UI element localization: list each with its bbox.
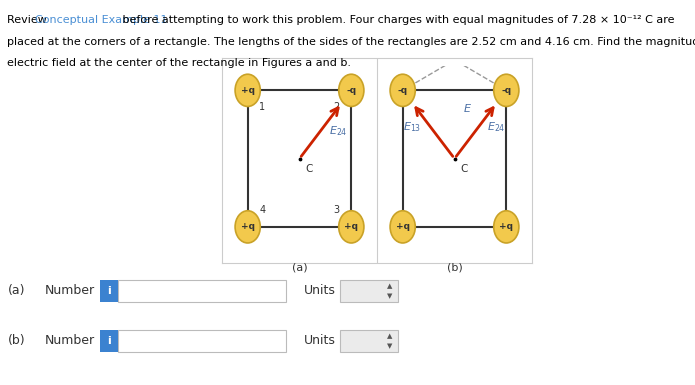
Text: placed at the corners of a rectangle. The lengths of the sides of the rectangles: placed at the corners of a rectangle. Th… <box>7 37 695 47</box>
Text: Review: Review <box>7 15 50 25</box>
FancyBboxPatch shape <box>100 280 118 302</box>
Circle shape <box>493 211 519 243</box>
Text: C: C <box>305 164 313 174</box>
Text: +q: +q <box>499 223 514 231</box>
FancyBboxPatch shape <box>340 280 398 302</box>
Text: (a): (a) <box>8 285 26 298</box>
Text: 3: 3 <box>334 205 340 215</box>
Text: Number: Number <box>45 335 95 348</box>
Text: 2: 2 <box>334 102 340 112</box>
Text: ▲: ▲ <box>387 283 393 289</box>
FancyBboxPatch shape <box>118 330 286 352</box>
Text: (b): (b) <box>447 263 462 273</box>
Text: Units: Units <box>304 285 336 298</box>
Text: E: E <box>464 104 471 114</box>
Circle shape <box>390 211 416 243</box>
Text: -q: -q <box>398 86 408 95</box>
Text: $E_{24}$: $E_{24}$ <box>487 120 506 134</box>
Text: electric field at the center of the rectangle in Figures a and b.: electric field at the center of the rect… <box>7 58 351 68</box>
Text: (a): (a) <box>292 263 307 273</box>
Text: +q: +q <box>395 223 409 231</box>
Text: Units: Units <box>304 335 336 348</box>
Text: ▼: ▼ <box>387 343 393 349</box>
FancyBboxPatch shape <box>340 330 398 352</box>
Text: +q: +q <box>240 223 254 231</box>
Text: -q: -q <box>501 86 512 95</box>
FancyBboxPatch shape <box>100 330 118 352</box>
Text: +q: +q <box>344 223 359 231</box>
Circle shape <box>235 74 260 107</box>
Text: -q: -q <box>346 86 357 95</box>
Circle shape <box>493 74 519 107</box>
Text: ▼: ▼ <box>387 293 393 299</box>
Text: i: i <box>107 286 111 296</box>
Text: 4: 4 <box>259 205 265 215</box>
Text: (b): (b) <box>8 335 26 348</box>
Circle shape <box>235 211 260 243</box>
Text: 1: 1 <box>259 102 265 112</box>
Text: C: C <box>460 164 468 174</box>
Text: ▲: ▲ <box>387 333 393 339</box>
Text: i: i <box>107 336 111 346</box>
Text: $E_{24}$: $E_{24}$ <box>329 124 348 138</box>
Text: Conceptual Example 11: Conceptual Example 11 <box>35 15 167 25</box>
Circle shape <box>338 211 364 243</box>
Text: +q: +q <box>240 86 254 95</box>
Circle shape <box>338 74 364 107</box>
FancyBboxPatch shape <box>118 280 286 302</box>
Circle shape <box>390 74 416 107</box>
Text: Number: Number <box>45 285 95 298</box>
Text: before attempting to work this problem. Four charges with equal magnitudes of 7.: before attempting to work this problem. … <box>119 15 674 25</box>
Text: $E_{13}$: $E_{13}$ <box>403 120 422 134</box>
